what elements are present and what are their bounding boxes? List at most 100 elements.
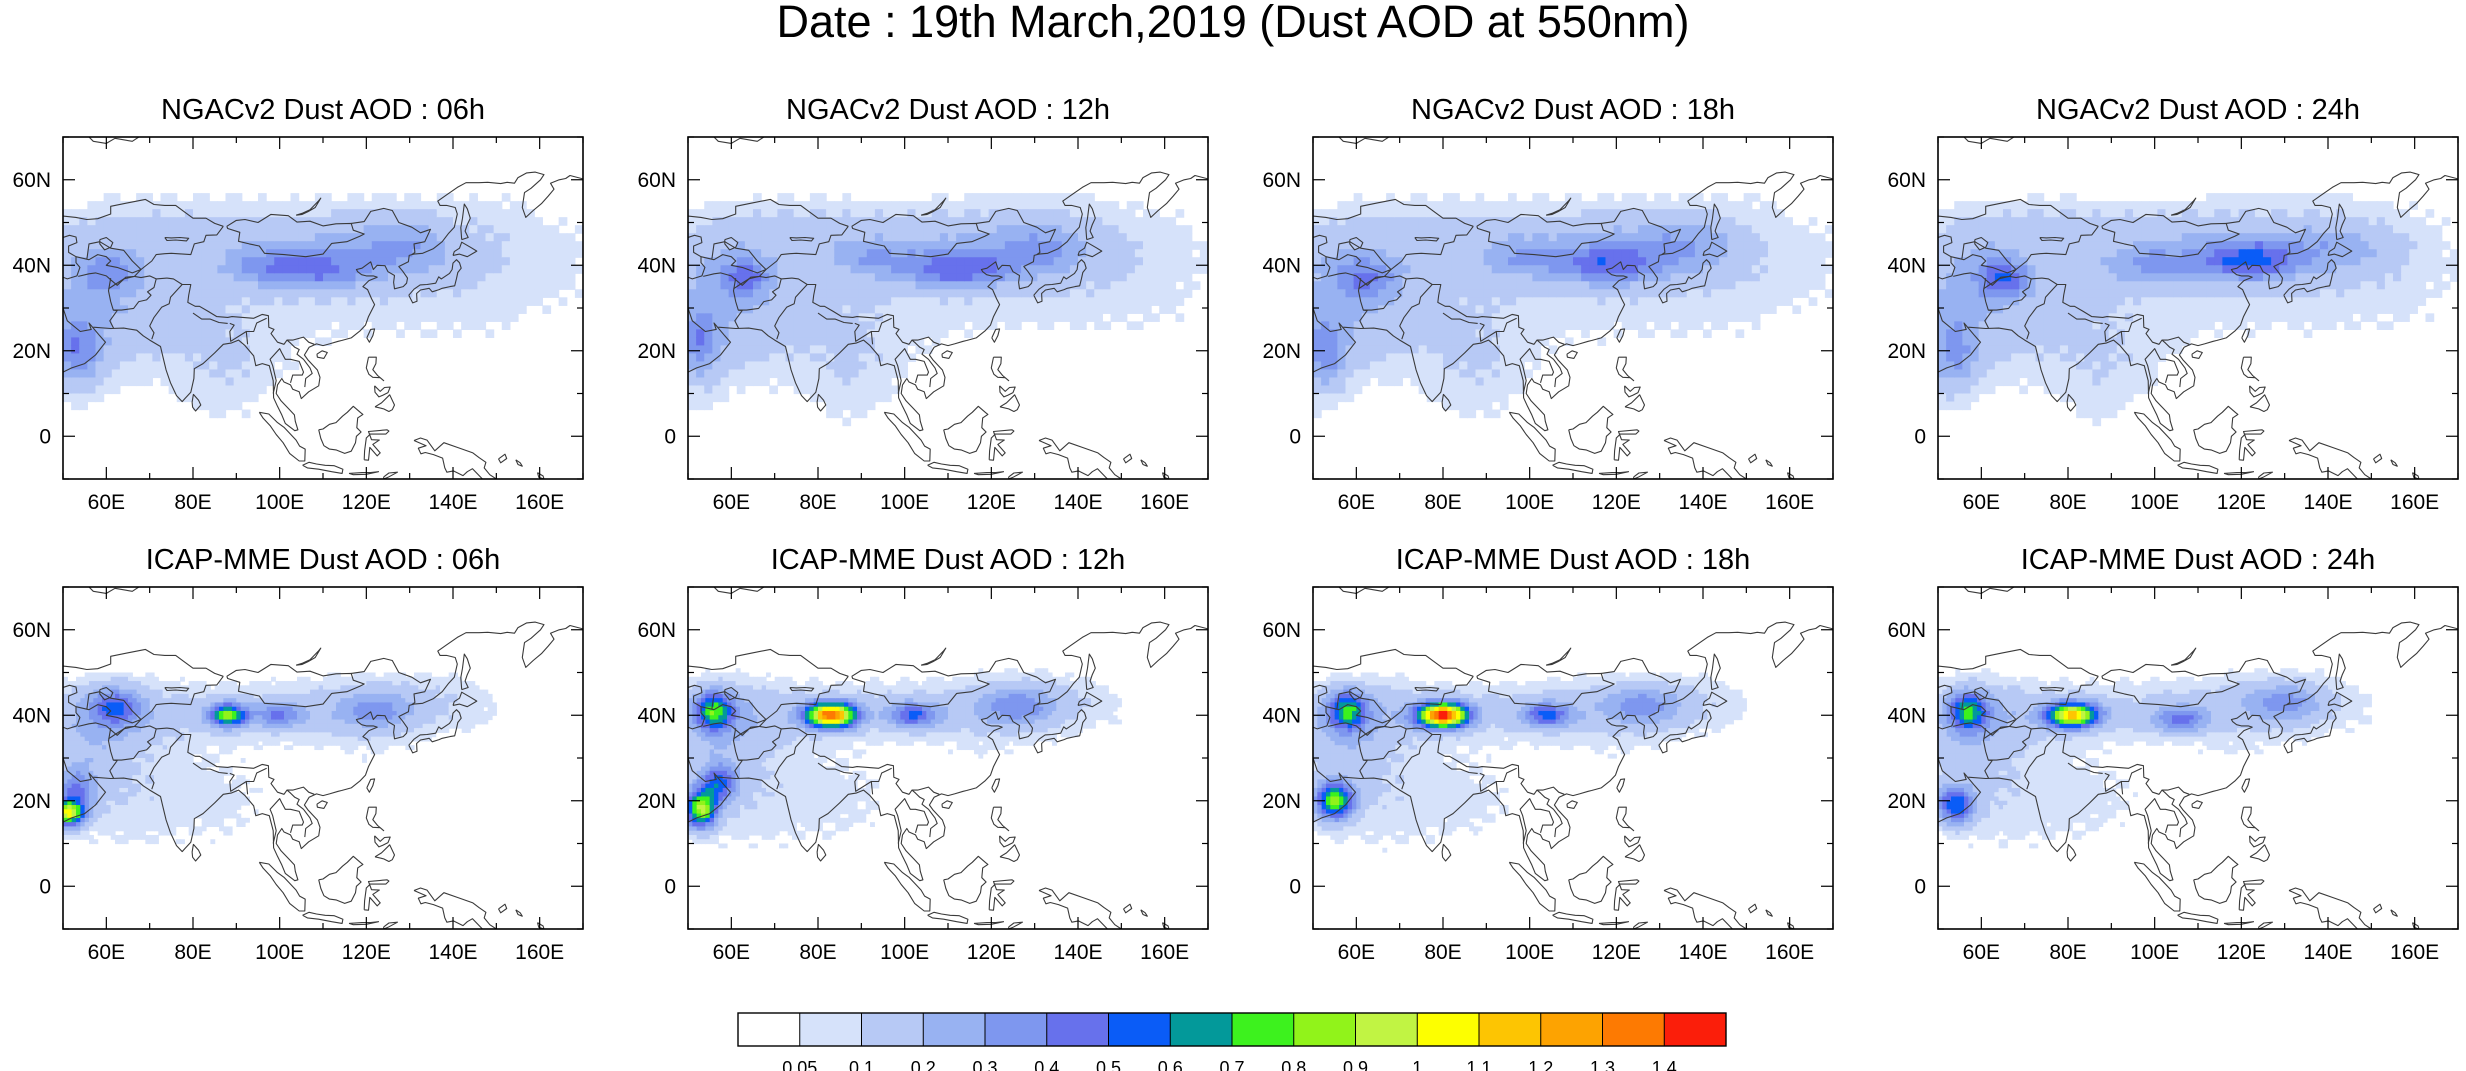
colorbar-swatch xyxy=(1046,1013,1109,1046)
coastlines xyxy=(688,587,1208,929)
map-ticks xyxy=(62,586,584,930)
dust-aod-field xyxy=(63,672,497,845)
lon-tick-label: 100E xyxy=(1505,941,1554,964)
lon-tick-label: 80E xyxy=(799,491,836,514)
lon-tick-label: 80E xyxy=(174,941,211,964)
colorbar-swatch xyxy=(923,1013,986,1046)
dust-aod-field xyxy=(1938,193,2458,427)
lat-tick-label: 0 xyxy=(1914,875,1926,898)
map-ticks xyxy=(1937,136,2459,480)
coastlines xyxy=(1313,587,1833,929)
colorbar-swatch xyxy=(738,1013,801,1046)
map-ticks xyxy=(62,136,584,480)
map-panel: NGACv2 Dust AOD : 24h 60E 80E 100E 120E 140E 1… xyxy=(1887,94,2459,514)
colorbar-label: 0.8 xyxy=(1281,1058,1306,1071)
lon-tick-label: 140E xyxy=(1053,941,1102,964)
coastlines xyxy=(63,137,583,479)
map-panel: NGACv2 Dust AOD : 12h 60E 80E 100E 120E 140E 1… xyxy=(637,94,1209,514)
map-ticks xyxy=(1937,586,2459,930)
lat-tick-label: 60N xyxy=(1887,619,1926,642)
colorbar-label: 0.9 xyxy=(1343,1058,1368,1071)
lat-tick-label: 0 xyxy=(1289,425,1301,448)
lat-tick-label: 60N xyxy=(12,169,51,192)
colorbar-label: 1 xyxy=(1412,1058,1422,1071)
dust-aod-field xyxy=(688,193,1208,427)
lat-tick-label: 20N xyxy=(637,790,676,813)
lat-tick-label: 0 xyxy=(1289,875,1301,898)
lat-tick-label: 20N xyxy=(1262,790,1301,813)
colorbar-label: 0.05 xyxy=(782,1058,817,1071)
coastlines xyxy=(688,137,1208,479)
lon-tick-label: 160E xyxy=(2390,941,2439,964)
colorbar-swatch xyxy=(1232,1013,1295,1046)
dust-aod-field xyxy=(1313,672,1747,853)
lat-tick-label: 40N xyxy=(637,254,676,277)
colorbar-label: 0.2 xyxy=(911,1058,936,1071)
lat-tick-label: 40N xyxy=(12,704,51,727)
lon-tick-label: 160E xyxy=(1765,491,1814,514)
colorbar-swatch xyxy=(985,1013,1048,1046)
lon-tick-label: 100E xyxy=(2130,941,2179,964)
colorbar-label: 1.2 xyxy=(1528,1058,1553,1071)
lat-tick-label: 40N xyxy=(1887,254,1926,277)
coastlines xyxy=(1938,137,2458,479)
lat-tick-label: 0 xyxy=(1914,425,1926,448)
lon-tick-label: 80E xyxy=(1424,941,1461,964)
lon-tick-label: 140E xyxy=(1678,941,1727,964)
map-panel: NGACv2 Dust AOD : 18h 60E 80E 100E 120E 140E 1… xyxy=(1262,94,1834,514)
panel-title: ICAP-MME Dust AOD : 24h xyxy=(2021,544,2376,576)
lon-tick-label: 100E xyxy=(880,941,929,964)
lon-tick-label: 140E xyxy=(428,491,477,514)
coastlines xyxy=(1938,587,2458,929)
panel-title: NGACv2 Dust AOD : 24h xyxy=(2036,94,2360,126)
colorbar-label: 0.7 xyxy=(1219,1058,1244,1071)
lat-tick-label: 40N xyxy=(1887,704,1926,727)
lon-tick-label: 120E xyxy=(342,491,391,514)
map-ticks xyxy=(687,136,1209,480)
lon-tick-label: 160E xyxy=(2390,491,2439,514)
panel-grid: NGACv2 Dust AOD : 06h 60E 80E 100E 120E 140E 1… xyxy=(12,94,2459,964)
lon-tick-label: 160E xyxy=(1140,941,1189,964)
lon-tick-label: 120E xyxy=(2217,491,2266,514)
colorbar-swatch xyxy=(1108,1013,1171,1046)
lat-tick-label: 60N xyxy=(637,619,676,642)
lon-tick-label: 120E xyxy=(2217,941,2266,964)
lon-tick-label: 60E xyxy=(713,491,750,514)
lat-tick-label: 0 xyxy=(664,425,676,448)
map-ticks xyxy=(1312,136,1834,480)
colorbar-swatch xyxy=(1293,1013,1356,1046)
lat-tick-label: 20N xyxy=(1262,340,1301,363)
panel-title: ICAP-MME Dust AOD : 12h xyxy=(771,544,1126,576)
colorbar-swatch xyxy=(1664,1013,1727,1046)
panel-title: ICAP-MME Dust AOD : 18h xyxy=(1396,544,1751,576)
map-ticks xyxy=(1312,586,1834,930)
lat-tick-label: 20N xyxy=(12,790,51,813)
colorbar-swatch xyxy=(1417,1013,1480,1046)
colorbar-swatch xyxy=(1540,1013,1603,1046)
lat-tick-label: 60N xyxy=(637,169,676,192)
colorbar-swatch xyxy=(1355,1013,1418,1046)
lon-tick-label: 80E xyxy=(2049,941,2086,964)
lon-tick-label: 60E xyxy=(1963,491,2000,514)
lat-tick-label: 60N xyxy=(12,619,51,642)
lat-tick-label: 20N xyxy=(1887,790,1926,813)
lon-tick-label: 120E xyxy=(967,491,1016,514)
lon-tick-label: 160E xyxy=(515,941,564,964)
lon-tick-label: 80E xyxy=(1424,491,1461,514)
lon-tick-label: 160E xyxy=(1140,491,1189,514)
colorbar-label: 1.1 xyxy=(1466,1058,1491,1071)
lon-tick-label: 120E xyxy=(1592,491,1641,514)
coastlines xyxy=(63,587,583,929)
colorbar-label: 1.3 xyxy=(1590,1058,1615,1071)
colorbar-swatch xyxy=(1170,1013,1233,1046)
lon-tick-label: 60E xyxy=(1338,941,1375,964)
lon-tick-label: 100E xyxy=(1505,491,1554,514)
lat-tick-label: 20N xyxy=(12,340,51,363)
colorbar-label: 0.1 xyxy=(849,1058,874,1071)
lon-tick-label: 140E xyxy=(428,941,477,964)
colorbar-label: 0.4 xyxy=(1034,1058,1059,1071)
lat-tick-label: 40N xyxy=(12,254,51,277)
lat-tick-label: 60N xyxy=(1262,619,1301,642)
lon-tick-label: 60E xyxy=(713,941,750,964)
